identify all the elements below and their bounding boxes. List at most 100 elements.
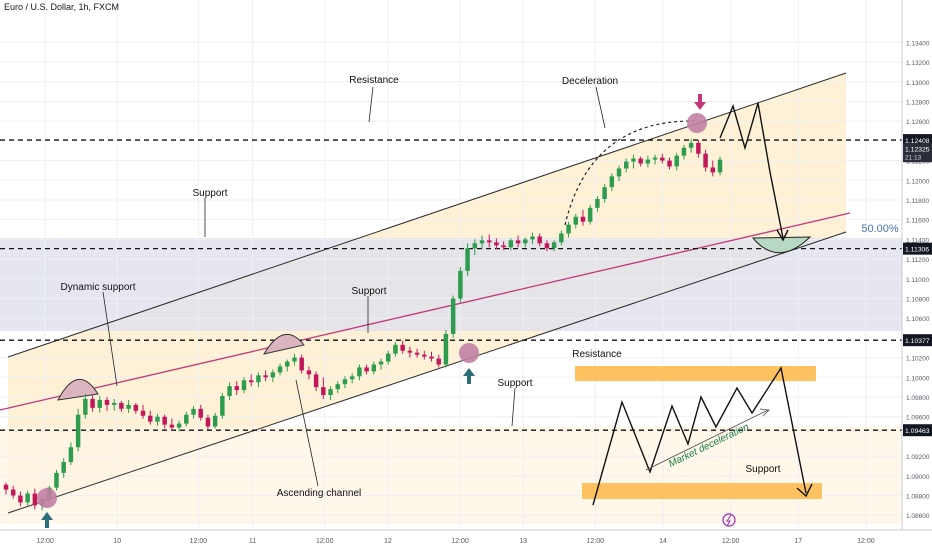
candle-body xyxy=(703,153,708,168)
x-tick-label: 10 xyxy=(113,538,121,545)
bounce-arc-1 xyxy=(57,378,99,401)
x-tick-label: 12:00 xyxy=(451,538,469,545)
down-arrow-icon xyxy=(694,94,706,110)
fib-level-label: 50.00% xyxy=(861,223,899,235)
candle-body xyxy=(292,357,297,362)
candle-body xyxy=(75,414,81,448)
y-tick-label: 1.10200 xyxy=(906,356,930,363)
candle-body xyxy=(450,298,456,334)
candle-body xyxy=(111,402,117,405)
x-tick-label: 12:00 xyxy=(190,538,208,545)
candle-body xyxy=(587,207,593,222)
annotation-dynamic-support: Dynamic support xyxy=(60,282,135,293)
candle-body xyxy=(386,353,391,362)
candle-body xyxy=(126,404,131,409)
y-tick-label: 1.08800 xyxy=(906,494,930,501)
candle-body xyxy=(378,361,384,365)
x-tick-label: 12 xyxy=(384,538,392,545)
candle-body xyxy=(61,462,66,473)
candles xyxy=(3,138,723,511)
y-tick-label: 1.10000 xyxy=(906,375,930,382)
candle-body xyxy=(205,417,211,427)
candle-body xyxy=(256,375,261,383)
candle-body xyxy=(349,376,355,380)
y-tick-label: 1.12800 xyxy=(906,99,930,106)
candle-body xyxy=(595,198,600,208)
y-tick-label: 1.13000 xyxy=(906,80,930,87)
touch-circle-2 xyxy=(459,343,479,363)
y-tick-label: 1.09000 xyxy=(906,474,930,481)
y-tick-label: 1.13400 xyxy=(906,40,930,47)
price-axis-panel xyxy=(902,0,932,530)
projection-path xyxy=(719,102,789,242)
x-tick-label: 17 xyxy=(794,538,802,545)
annotation-support-lower: Support xyxy=(497,378,532,389)
price-level-tag-label: 1.09463 xyxy=(905,428,930,435)
candle-body xyxy=(645,159,651,164)
y-tick-label: 1.11600 xyxy=(906,218,929,225)
candle-body xyxy=(443,333,449,365)
candle-body xyxy=(270,372,276,378)
candle-body xyxy=(32,493,38,506)
dynamic-support-line xyxy=(0,212,851,411)
candle-body xyxy=(544,243,550,249)
arrowhead-icon xyxy=(776,229,789,242)
symbol-title: Euro / U.S. Dollar, 1h, FXCM xyxy=(4,2,120,12)
background-zones xyxy=(0,73,902,524)
x-tick-label: 12:00 xyxy=(722,538,740,545)
candle-body xyxy=(580,216,586,222)
price-level-tag xyxy=(903,242,932,255)
y-tick-label: 1.10800 xyxy=(906,296,930,303)
candle-body xyxy=(479,240,485,244)
candle-body xyxy=(162,416,167,425)
projected-bounce-arc xyxy=(751,236,812,254)
candle-body xyxy=(660,157,665,161)
candle-body xyxy=(119,402,124,409)
price-axis[interactable]: 1.08600 1.08800 1.09000 1.09200 1.09600 1.098… xyxy=(901,0,932,530)
annotation-support-box: Support xyxy=(745,464,780,475)
price-level-tag-label: 1.12408 xyxy=(905,138,930,145)
candle-body xyxy=(566,224,571,234)
channel-lower-line xyxy=(7,231,847,514)
arrowhead-icon xyxy=(759,408,770,417)
time-axis[interactable]: 12:00 10 12:00 11 12:00 12 12:00 13 12:00 14 12:00… xyxy=(0,529,932,550)
candle-body xyxy=(155,416,160,422)
y-tick-label: 1.08600 xyxy=(906,513,930,520)
candle-body xyxy=(407,350,413,353)
current-price-tag xyxy=(903,143,932,163)
candle-body xyxy=(299,357,304,371)
candle-body xyxy=(465,248,470,271)
candle-body xyxy=(436,358,441,365)
support-box xyxy=(582,483,822,499)
candle-body xyxy=(523,239,528,244)
candle-body xyxy=(422,354,427,357)
candle-body xyxy=(54,472,59,488)
candle-body xyxy=(248,380,254,383)
candle-body xyxy=(169,424,175,428)
candle-body xyxy=(133,404,139,411)
candle-body xyxy=(508,240,514,248)
up-arrow-icon xyxy=(463,368,475,384)
price-lines xyxy=(0,139,902,431)
candle-body xyxy=(624,161,629,169)
candle-body xyxy=(263,375,268,378)
candle-body xyxy=(696,142,701,154)
x-tick-label: 12:00 xyxy=(857,538,875,545)
candle-body xyxy=(25,493,30,503)
price-level-tag-label: 1.10377 xyxy=(905,338,930,345)
candle-body xyxy=(486,240,492,243)
y-tick-label: 1.09600 xyxy=(906,415,930,422)
annotation-support-middle: Support xyxy=(351,286,386,297)
candle-body xyxy=(638,158,643,164)
deceleration-arrow xyxy=(645,409,769,471)
candle-body xyxy=(198,408,203,418)
time-axis-panel xyxy=(0,530,932,550)
touch-circle-3 xyxy=(687,113,707,133)
time-axis-labels: 12:00 10 12:00 11 12:00 12 12:00 13 12:00 14 12:00… xyxy=(36,538,874,545)
candle-body xyxy=(104,399,110,405)
candle-body xyxy=(191,408,196,415)
candle-body xyxy=(313,374,319,388)
y-tick-label: 1.11800 xyxy=(906,198,929,205)
candle-body xyxy=(335,384,340,390)
